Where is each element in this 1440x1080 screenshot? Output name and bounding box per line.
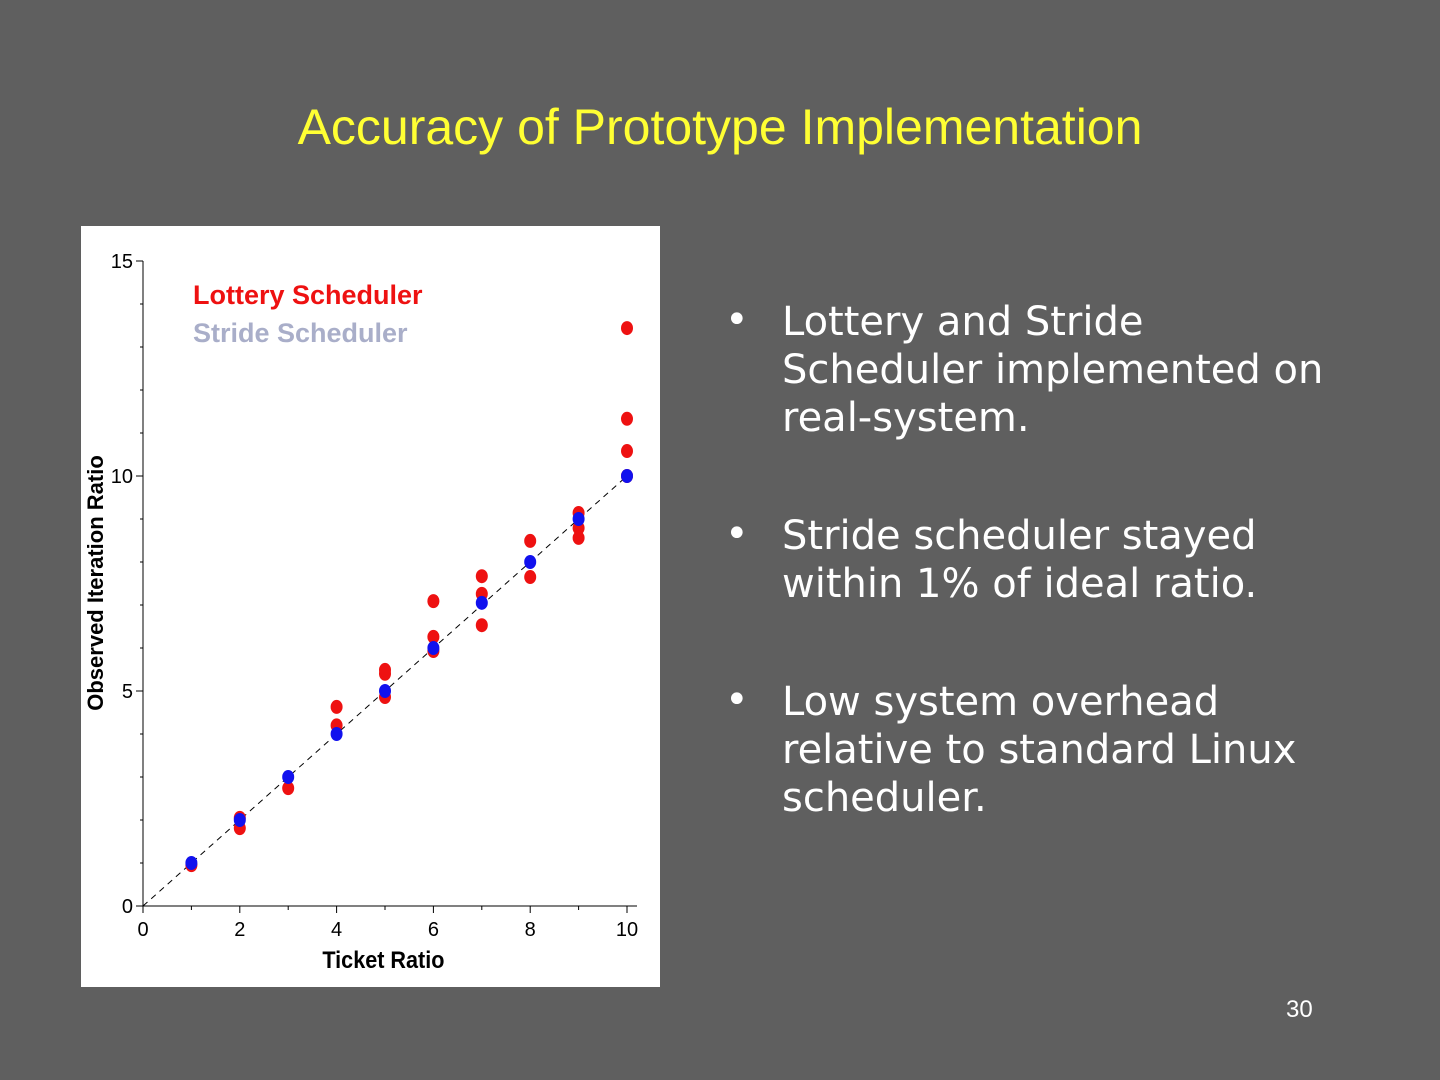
lottery-point — [427, 629, 440, 644]
stride-point — [282, 770, 295, 784]
x-tick-label: 10 — [616, 919, 638, 941]
y-tick-label: 0 — [122, 896, 133, 918]
stride-point — [330, 727, 343, 741]
x-tick-label: 0 — [137, 919, 148, 941]
scatter-chart: Lottery Scheduler Stride Scheduler Ticke… — [81, 226, 660, 987]
legend-lottery: Lottery Scheduler — [193, 280, 423, 310]
x-tick-label: 8 — [525, 919, 536, 941]
y-tick-label: 5 — [122, 681, 133, 703]
bullet-item: • Lottery and Stride Scheduler implemente… — [725, 297, 1345, 442]
stride-point — [621, 469, 633, 483]
stride-point — [233, 813, 246, 827]
lottery-point — [621, 444, 633, 459]
lottery-point — [475, 618, 488, 633]
y-tick-label: 15 — [111, 251, 133, 273]
lottery-point — [524, 533, 537, 548]
lottery-point — [282, 781, 295, 796]
y-tick-label: 10 — [111, 466, 133, 488]
stride-point — [427, 641, 440, 655]
bullet-text: Lottery and Stride Scheduler implemented… — [782, 299, 1324, 441]
lottery-point — [330, 699, 343, 714]
lottery-point — [621, 321, 633, 336]
bullet-item: • Low system overhead relative to standar… — [725, 677, 1345, 822]
bullet-item: • Stride scheduler stayed within 1% of id… — [725, 511, 1345, 608]
bullet-text: Low system overhead relative to standard… — [782, 679, 1297, 821]
bullet-marker: • — [725, 677, 749, 723]
legend-stride: Stride Scheduler — [193, 318, 408, 348]
lottery-point — [427, 594, 440, 609]
y-axis-label: Observed Iteration Ratio — [83, 455, 108, 711]
stride-point — [185, 856, 198, 870]
x-tick-label: 4 — [331, 919, 342, 941]
bullet-marker: • — [725, 511, 749, 557]
lottery-point — [379, 662, 391, 677]
lottery-point — [524, 570, 537, 585]
stride-point — [379, 684, 391, 698]
stride-point — [475, 595, 488, 610]
bullet-marker: • — [725, 297, 749, 343]
stride-point — [572, 512, 585, 526]
stride-point — [524, 555, 537, 569]
page-number: 30 — [1286, 996, 1313, 1023]
bullet-list: • Lottery and Stride Scheduler implemente… — [725, 297, 1345, 892]
x-tick-label: 6 — [428, 919, 439, 941]
lottery-point — [572, 530, 585, 545]
x-tick-label: 2 — [234, 919, 245, 941]
chart-svg: Lottery Scheduler Stride Scheduler Ticke… — [83, 251, 638, 973]
lottery-point — [475, 569, 488, 584]
bullet-text: Stride scheduler stayed within 1% of ide… — [782, 513, 1258, 607]
slide-title: Accuracy of Prototype Implementation — [297, 99, 1143, 155]
x-axis-label: Ticket Ratio — [322, 946, 444, 973]
lottery-point — [621, 411, 633, 426]
